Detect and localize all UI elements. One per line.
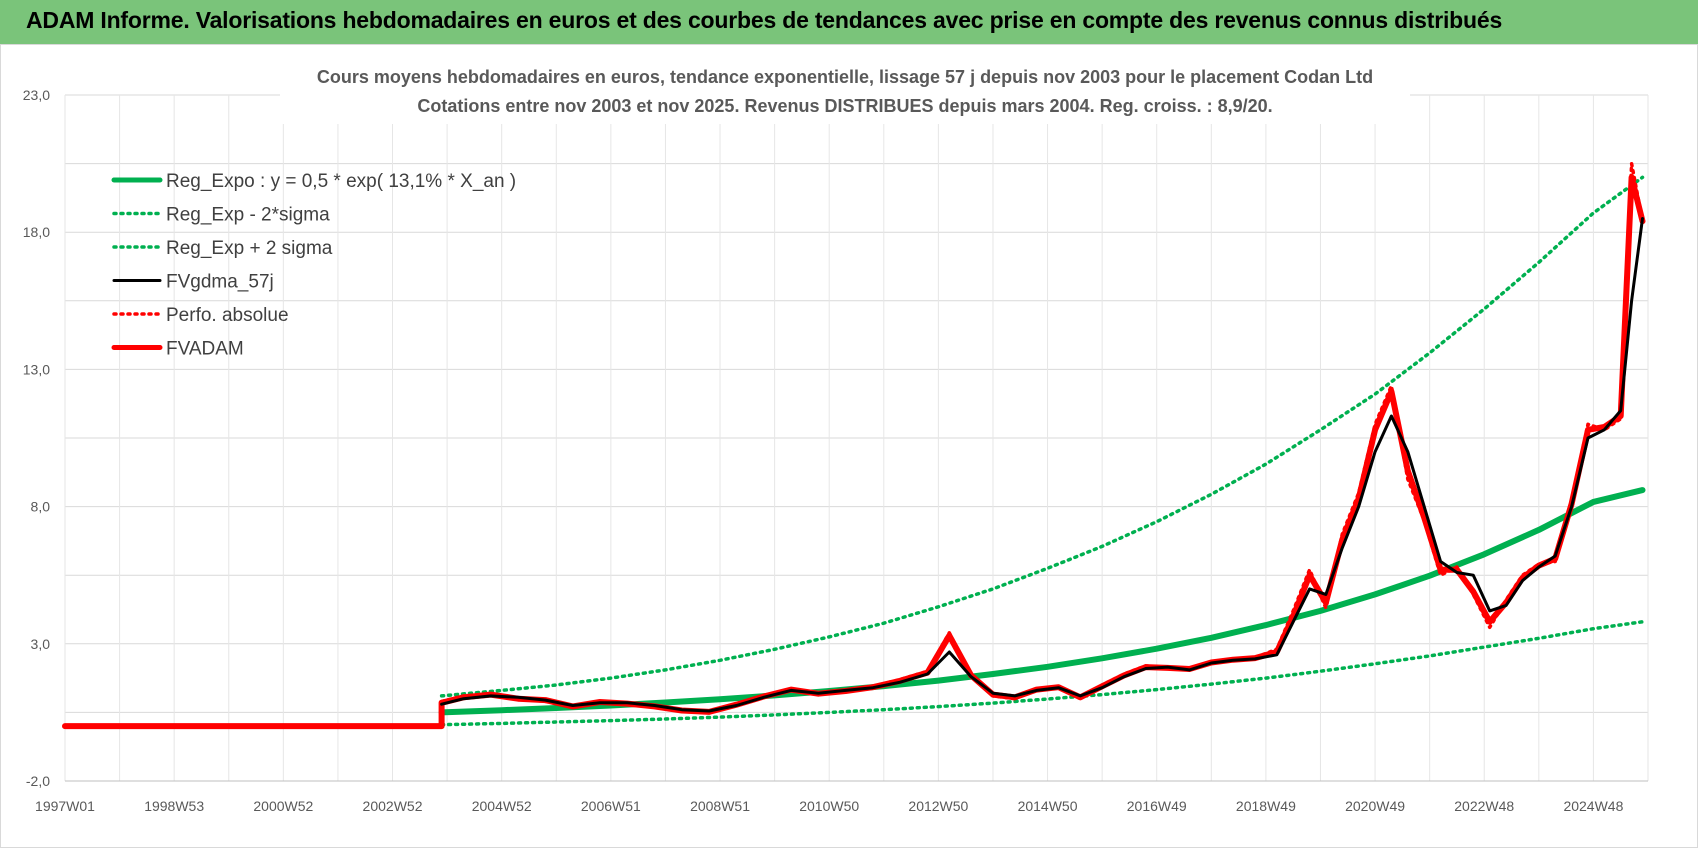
y-tick-label: -2,0 [26, 773, 50, 789]
x-tick-label: 1997W01 [35, 798, 95, 814]
x-tick-label: 2022W48 [1454, 798, 1514, 814]
series-line-2 [439, 175, 1645, 698]
x-tick-label: 2012W50 [908, 798, 968, 814]
x-tick-label: 2000W52 [253, 798, 313, 814]
y-tick-label: 18,0 [23, 224, 50, 240]
header-bar: ADAM Informe. Valorisations hebdomadaire… [0, 0, 1698, 44]
y-tick-label: 8,0 [31, 499, 51, 515]
x-tick-label: 2006W51 [581, 798, 641, 814]
legend-label: Reg_Exp - 2*sigma [166, 205, 330, 226]
series-line-4 [439, 161, 1645, 715]
x-axis: 1997W01 1998W53 2000W52 2002W52 2004W52 2006W… [35, 798, 1624, 814]
x-tick-label: 2002W52 [363, 798, 423, 814]
series-line-0 [438, 487, 1646, 716]
legend-label: Reg_Exp + 2 sigma [166, 238, 333, 259]
x-tick-label: 2008W51 [690, 798, 750, 814]
x-tick-label: 2004W52 [472, 798, 532, 814]
legend: Reg_Expo : y = 0,5 * exp( 13,1% * X_an )… [111, 171, 516, 360]
x-tick-label: 2016W49 [1127, 798, 1187, 814]
legend-label: FVADAM [166, 339, 244, 360]
x-tick-label: 2014W50 [1018, 798, 1078, 814]
x-tick-label: 2020W49 [1345, 798, 1405, 814]
y-tick-label: 13,0 [23, 361, 50, 377]
series-layer [62, 161, 1646, 730]
y-axis: -2,0 3,0 8,0 13,0 18,0 23,0 [23, 87, 50, 789]
grid [64, 94, 1649, 782]
series-line-1 [439, 620, 1645, 727]
y-tick-label: 23,0 [23, 87, 50, 103]
series-line-3 [440, 217, 1644, 713]
y-tick-label: 3,0 [31, 636, 51, 652]
x-tick-label: 2024W48 [1563, 798, 1623, 814]
title-background [280, 62, 1410, 124]
chart-title: Cours moyens hebdomadaires en euros, ten… [317, 67, 1373, 87]
x-tick-label: 1998W53 [144, 798, 204, 814]
legend-label: Reg_Expo : y = 0,5 * exp( 13,1% * X_an ) [166, 171, 516, 192]
legend-label: Perfo. absolue [166, 305, 289, 326]
legend-label: FVgdma_57j [166, 272, 274, 293]
x-tick-label: 2010W50 [799, 798, 859, 814]
chart: -2,0 3,0 8,0 13,0 18,0 23,0 1997W01 1998W53 200… [23, 62, 1649, 814]
x-tick-label: 2018W49 [1236, 798, 1296, 814]
chart-subtitle: Cotations entre nov 2003 et nov 2025. Re… [417, 96, 1272, 116]
header-title: ADAM Informe. Valorisations hebdomadaire… [26, 7, 1503, 33]
